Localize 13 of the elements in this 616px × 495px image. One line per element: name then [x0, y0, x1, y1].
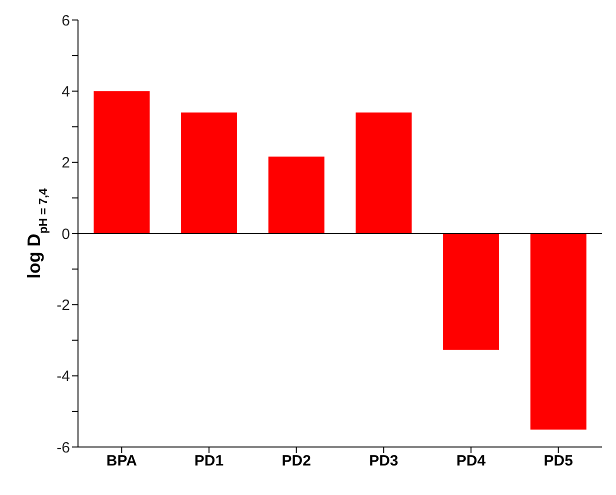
x-tick-label: PD5: [544, 452, 573, 470]
y-tick-label: -6: [56, 439, 70, 456]
x-tick-label: PD4: [456, 452, 486, 470]
y-tick-label: 4: [62, 83, 70, 100]
y-tick-label: 2: [62, 154, 70, 172]
x-tick-label: PD1: [194, 452, 224, 470]
x-tick-label: PD2: [282, 452, 311, 470]
y-tick-label: -2: [56, 296, 70, 314]
y-tick-label: 0: [62, 226, 70, 243]
x-tick-label: PD3: [369, 452, 398, 470]
y-tick-label: 6: [62, 12, 70, 30]
x-tick-label: BPA: [106, 452, 138, 470]
y-tick-label: -4: [56, 368, 70, 386]
